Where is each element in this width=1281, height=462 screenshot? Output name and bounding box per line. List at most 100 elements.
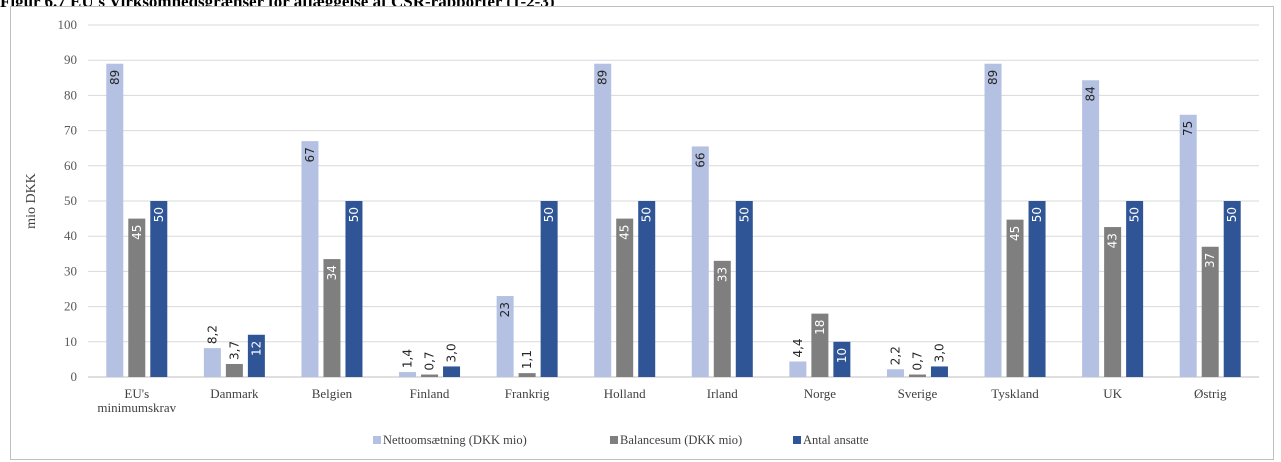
bar-nettoomsaetning xyxy=(399,372,417,377)
bar-nettoomsaetning xyxy=(984,63,1002,377)
bars xyxy=(106,63,1241,377)
category-label: UK xyxy=(1103,386,1122,401)
category-label: Sverige xyxy=(898,386,938,401)
bar-nettoomsaetning xyxy=(301,141,319,377)
y-tick-label: 10 xyxy=(64,334,77,349)
data-label: 45 xyxy=(130,225,144,240)
bar-antal-ansatte xyxy=(443,366,461,377)
y-axis-label: mio DKK xyxy=(24,173,39,229)
bar-antal-ansatte xyxy=(833,341,851,377)
data-label: 66 xyxy=(693,152,707,167)
data-label: 50 xyxy=(1128,207,1142,222)
data-label: 10 xyxy=(835,348,849,363)
legend-item: Balancesum (DKK mio) xyxy=(610,433,742,447)
legend-item: Antal ansatte xyxy=(793,433,869,447)
data-label: 89 xyxy=(596,70,610,85)
bar-antal-ansatte xyxy=(638,201,656,377)
figure-caption: Figur 6.7 EU's Virksomhedsgrænser for af… xyxy=(0,0,555,10)
data-label: 50 xyxy=(1030,207,1044,222)
legend-swatch xyxy=(373,436,381,444)
data-label: 33 xyxy=(715,267,729,282)
category-label: Danmark xyxy=(210,386,259,401)
category-label: Holland xyxy=(604,386,646,401)
data-label: 1,1 xyxy=(520,350,534,369)
bar-balancesum xyxy=(713,260,731,377)
bar-balancesum xyxy=(323,259,341,377)
data-label: 1,4 xyxy=(401,349,415,368)
bar-nettoomsaetning xyxy=(789,361,807,377)
bar-balancesum xyxy=(225,363,243,377)
bar-balancesum xyxy=(1104,227,1122,377)
category-label: Frankrig xyxy=(505,386,550,401)
data-label: 12 xyxy=(249,341,263,356)
y-tick-label: 40 xyxy=(64,228,77,243)
legend-swatch xyxy=(610,436,618,444)
y-tick-label: 100 xyxy=(58,17,78,32)
data-label: 50 xyxy=(640,207,654,222)
data-label: 23 xyxy=(498,302,512,317)
data-label: 45 xyxy=(1008,226,1022,241)
bar-balancesum xyxy=(908,374,926,377)
data-label: 18 xyxy=(813,320,827,335)
bar-nettoomsaetning xyxy=(691,146,709,377)
data-label: 50 xyxy=(542,207,556,222)
legend-swatch xyxy=(793,436,801,444)
bar-antal-ansatte xyxy=(345,201,363,377)
y-tick-label: 50 xyxy=(64,193,77,208)
bar-antal-ansatte xyxy=(735,201,753,377)
category-label: Finland xyxy=(410,386,450,401)
bar-nettoomsaetning xyxy=(1082,80,1100,377)
bar-nettoomsaetning xyxy=(496,296,514,377)
bar-antal-ansatte xyxy=(1028,201,1046,377)
data-label: 37 xyxy=(1203,253,1217,268)
data-label: 50 xyxy=(737,207,751,222)
y-tick-label: 70 xyxy=(64,123,77,138)
legend: Nettoomsætning (DKK mio) Balancesum (DKK … xyxy=(373,433,869,447)
data-label: 50 xyxy=(347,207,361,222)
category-label: Belgien xyxy=(312,386,353,401)
bar-balancesum xyxy=(811,313,829,377)
bar-antal-ansatte xyxy=(150,201,168,377)
y-axis-ticks: 0 10 20 30 40 50 60 70 80 90 100 xyxy=(58,17,78,384)
bar-balancesum xyxy=(1201,246,1219,377)
data-labels: 89 8,2 67 1,4 23 89 66 4,4 2,2 89 84 75 45 3,7 34 0,7 1,… xyxy=(108,70,1239,371)
data-label: 4,4 xyxy=(791,338,805,357)
bar-antal-ansatte xyxy=(1126,201,1144,377)
data-label: 2,2 xyxy=(888,346,902,365)
category-label: Norge xyxy=(804,386,836,401)
data-label: 3,0 xyxy=(445,343,459,362)
data-label: 8,2 xyxy=(205,325,219,344)
category-label: Irland xyxy=(707,386,739,401)
bar-balancesum xyxy=(1006,219,1024,377)
data-label: 45 xyxy=(618,225,632,240)
y-tick-label: 30 xyxy=(64,263,77,278)
legend-label: Antal ansatte xyxy=(803,433,869,447)
category-label: Østrig xyxy=(1194,386,1227,401)
bar-balancesum xyxy=(421,374,439,377)
bar-nettoomsaetning xyxy=(886,369,904,377)
data-label: 75 xyxy=(1181,121,1195,136)
data-label: 67 xyxy=(303,147,317,162)
bar-nettoomsaetning xyxy=(203,348,221,377)
bar-antal-ansatte xyxy=(930,366,948,377)
legend-label: Balancesum (DKK mio) xyxy=(620,433,742,447)
category-label: EU's xyxy=(124,386,149,401)
y-tick-label: 80 xyxy=(64,87,77,102)
bar-antal-ansatte xyxy=(540,201,558,377)
legend-item: Nettoomsætning (DKK mio) xyxy=(373,433,527,447)
data-label: 50 xyxy=(152,207,166,222)
y-tick-label: 20 xyxy=(64,299,77,314)
bar-nettoomsaetning xyxy=(106,63,124,377)
data-label: 89 xyxy=(986,70,1000,85)
bar-nettoomsaetning xyxy=(594,63,612,377)
bar-antal-ansatte xyxy=(1223,201,1241,377)
gridlines xyxy=(88,24,1259,378)
data-label: 50 xyxy=(1225,207,1239,222)
legend-label: Nettoomsætning (DKK mio) xyxy=(383,433,527,447)
category-label: minimumskrav xyxy=(97,400,176,415)
bar-balancesum xyxy=(616,218,634,377)
y-tick-label: 90 xyxy=(64,52,77,67)
y-tick-label: 0 xyxy=(71,369,78,384)
